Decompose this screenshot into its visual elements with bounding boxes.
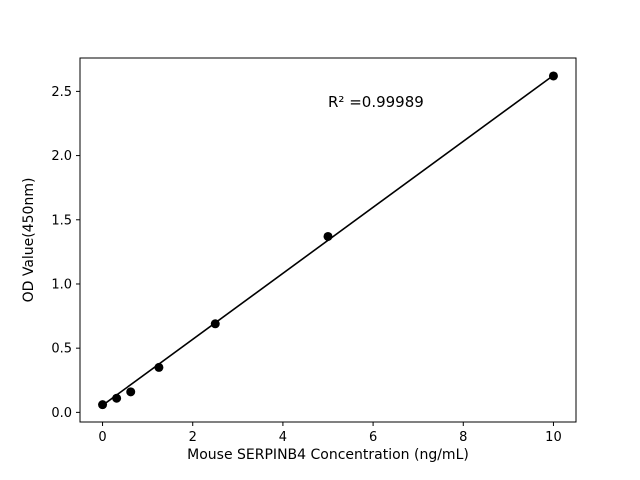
x-tick-label: 10 <box>545 430 562 445</box>
y-tick-label: 2.0 <box>51 149 72 164</box>
y-tick-label: 1.5 <box>51 213 72 228</box>
data-series <box>98 71 558 410</box>
y-tick-label: 1.0 <box>51 277 72 292</box>
data-points <box>98 71 558 410</box>
data-point <box>323 231 333 241</box>
x-tick-label: 2 <box>189 430 197 445</box>
r-squared-annotation: R² =0.99989 <box>328 93 424 111</box>
data-point <box>126 387 136 397</box>
y-tick-label: 0.0 <box>51 406 72 421</box>
data-point <box>154 362 164 372</box>
data-point <box>210 319 220 329</box>
data-point <box>548 71 558 81</box>
x-tick-label: 4 <box>279 430 287 445</box>
y-tick-label: 2.5 <box>51 85 72 100</box>
x-tick-label: 0 <box>98 430 106 445</box>
y-tick-label: 0.5 <box>51 342 72 357</box>
data-point <box>112 393 122 403</box>
x-axis-label: Mouse SERPINB4 Concentration (ng/mL) <box>187 447 469 463</box>
data-point <box>98 400 108 410</box>
y-axis-label: OD Value(450nm) <box>21 178 37 303</box>
y-axis-ticks: 0.0 0.5 1.0 1.5 2.0 2.5 <box>51 85 80 421</box>
x-tick-label: 8 <box>459 430 467 445</box>
x-tick-label: 6 <box>369 430 377 445</box>
x-axis-ticks: 0 2 4 6 8 10 <box>98 422 562 445</box>
